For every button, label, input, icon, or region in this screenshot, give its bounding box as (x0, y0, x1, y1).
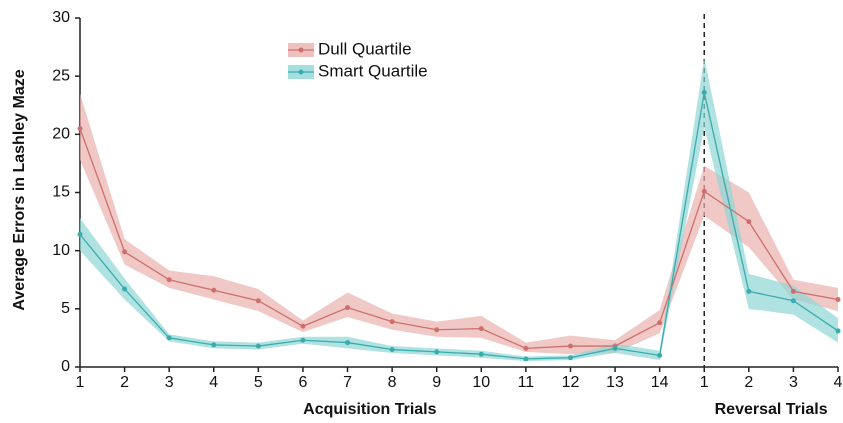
line (79, 128, 839, 350)
point (790, 288, 796, 294)
line (79, 92, 839, 360)
point (211, 287, 217, 293)
point (746, 219, 752, 225)
point (657, 352, 663, 358)
x-tick-label: 3 (165, 374, 174, 391)
legend-point (298, 47, 304, 53)
point (211, 342, 217, 348)
point (612, 345, 618, 351)
x-tick-label: 7 (343, 374, 352, 391)
point (255, 298, 261, 304)
x-tick-label: 4 (209, 374, 218, 391)
legend-point (298, 69, 304, 75)
point (701, 188, 707, 194)
point (122, 249, 128, 255)
point (389, 347, 395, 353)
x-tick-label: 11 (518, 374, 535, 391)
point (77, 126, 83, 132)
y-tick-label: 25 (52, 67, 70, 84)
x-group-label: Reversal Trials (715, 401, 828, 418)
point (746, 288, 752, 294)
x-tick-label: 14 (651, 374, 669, 391)
legend-label: Smart Quartile (318, 61, 428, 80)
point (434, 327, 440, 333)
y-tick-label: 0 (61, 358, 70, 375)
point (300, 323, 306, 329)
error-band (80, 57, 838, 362)
error-band (80, 93, 838, 355)
y-tick-label: 15 (52, 184, 70, 201)
x-tick-label: 1 (700, 374, 709, 391)
x-group-label: Acquisition Trials (303, 401, 436, 418)
point (345, 305, 351, 311)
point (300, 337, 306, 343)
x-tick-label: 12 (562, 374, 580, 391)
point (523, 345, 529, 351)
point (77, 231, 83, 237)
point (345, 340, 351, 346)
x-tick-label: 8 (388, 374, 397, 391)
point (478, 326, 484, 332)
point (166, 335, 172, 341)
point (389, 319, 395, 325)
point (567, 355, 573, 361)
x-tick-label: 3 (789, 374, 798, 391)
point (255, 343, 261, 349)
y-tick-label: 5 (61, 300, 70, 317)
point (434, 349, 440, 355)
point (567, 343, 573, 349)
point (790, 298, 796, 304)
point (478, 351, 484, 357)
x-tick-label: 5 (254, 374, 263, 391)
x-tick-label: 13 (606, 374, 624, 391)
point (835, 297, 841, 303)
y-tick-label: 30 (52, 9, 70, 26)
point (701, 89, 707, 95)
point (657, 320, 663, 326)
x-tick-label: 4 (834, 374, 843, 391)
x-tick-label: 6 (298, 374, 307, 391)
legend-label: Dull Quartile (318, 39, 412, 58)
y-tick-label: 20 (52, 126, 70, 143)
point (835, 328, 841, 334)
point (166, 277, 172, 283)
x-tick-label: 2 (744, 374, 753, 391)
x-tick-label: 9 (432, 374, 441, 391)
point (122, 286, 128, 292)
y-tick-label: 10 (52, 242, 70, 259)
y-axis-title: Average Errors in Lashley Maze (11, 69, 28, 310)
x-tick-label: 1 (76, 374, 85, 391)
x-tick-label: 10 (472, 374, 490, 391)
x-tick-label: 2 (120, 374, 129, 391)
point (523, 356, 529, 362)
